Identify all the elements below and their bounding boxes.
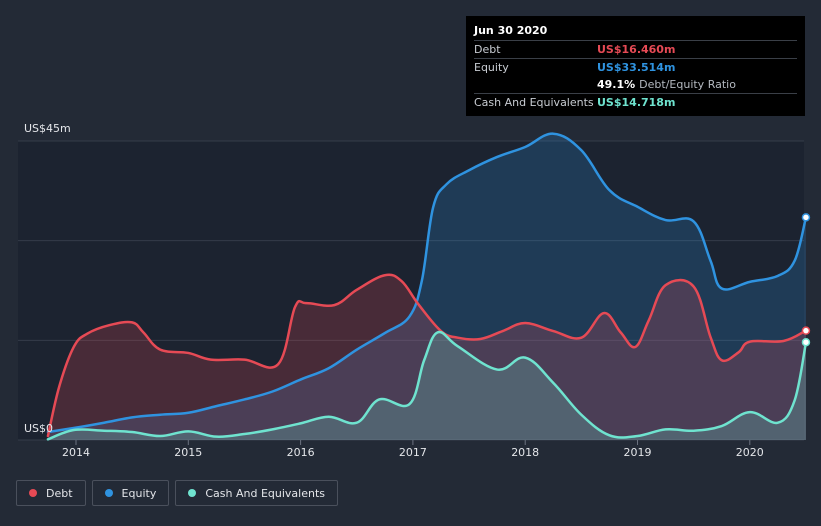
plot-background [18,141,804,440]
legend-item-cash[interactable]: Cash And Equivalents [175,480,338,506]
debt-dot-icon [29,489,37,497]
endpoint-debt [801,326,811,335]
tooltip-debt-label: Debt [474,43,501,56]
x-tick-label-2020: 2020 [736,446,764,459]
tooltip-equity-value: US$33.514m [597,61,676,74]
legend-label-cash: Cash And Equivalents [205,486,325,500]
tooltip-debt-value: US$16.460m [597,43,676,56]
line-cash [46,330,808,441]
endpoint-cash [801,337,811,347]
x-tick-label-2016: 2016 [287,446,315,459]
tooltip-ratio-value: 49.1% [597,78,636,91]
x-tick-label-2018: 2018 [511,446,539,459]
tooltip-cash-row: Cash And Equivalents US$14.718m [474,93,797,111]
legend-label-debt: Debt [46,486,73,500]
y-axis-top-label: US$45m [24,122,71,135]
tooltip-ratio-row: 49.1% Debt/Equity Ratio [474,76,797,93]
series-endpoints [801,213,811,347]
tooltip-date: Jun 30 2020 [474,24,548,37]
tooltip-equity-label: Equity [474,61,509,74]
tooltip-cash-label: Cash And Equivalents [474,96,594,109]
equity-dot-icon [104,489,113,497]
area-debt [47,274,806,440]
endpoint-equity [801,213,811,222]
cash-dot-icon [188,489,197,497]
y-axis-bottom-label: US$0 [24,422,53,435]
tooltip-debt-row: Debt US$16.460m [474,40,797,58]
tooltip-ratio-label: Debt/Equity Ratio [639,78,736,91]
x-tick-label-2015: 2015 [174,446,202,459]
series-lines [46,132,808,441]
legend-item-debt[interactable]: Debt [16,480,86,506]
x-axis-ticks: 2014 2015 2016 2017 2018 2019 2020 [62,440,764,459]
line-equity [46,132,808,434]
x-tick-label-2019: 2019 [624,446,652,459]
chart-legend: Debt Equity Cash And Equivalents [16,480,338,506]
series-areas [47,133,806,440]
tooltip-panel: Jun 30 2020 Debt US$16.460m Equity US$33… [466,16,805,116]
x-tick-label-2017: 2017 [399,446,427,459]
legend-item-equity[interactable]: Equity [91,480,170,506]
tooltip-equity-row: Equity US$33.514m [474,58,797,76]
x-tick-label-2014: 2014 [62,446,90,459]
tooltip-cash-value: US$14.718m [597,96,676,109]
area-cash [47,331,806,440]
area-equity [47,133,806,440]
legend-label-equity: Equity [121,486,157,500]
line-debt [46,273,808,438]
